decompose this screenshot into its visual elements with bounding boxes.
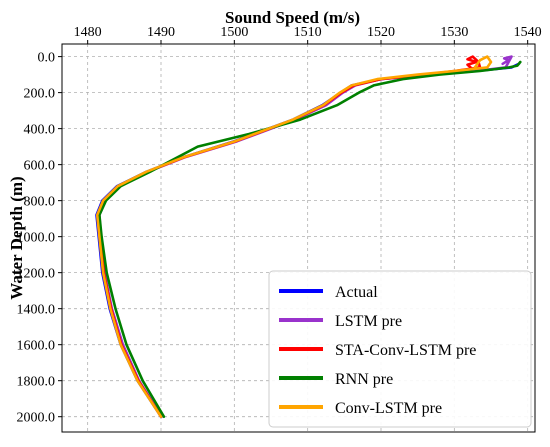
legend: Actual LSTM pre STA-Conv-LSTM pre RNN pre Co… (268, 270, 532, 428)
x-tick-label: 1540 (514, 25, 542, 40)
x-tick-label: 1500 (220, 25, 248, 40)
legend-label: LSTM pre (335, 313, 402, 330)
y-tick-label: 400.0 (24, 123, 56, 138)
y-tick-label: 1800.0 (17, 375, 56, 390)
y-tick-label: 600.0 (24, 159, 56, 174)
series-line-4 (98, 60, 522, 418)
x-axis-title: Sound Speed (m/s) (225, 8, 360, 27)
y-tick-label: 1400.0 (17, 303, 56, 318)
legend-label: Actual (335, 284, 378, 301)
x-tick-label: 1510 (294, 25, 322, 40)
x-tick-label: 1480 (74, 25, 102, 40)
legend-label: STA-Conv-LSTM pre (335, 342, 476, 359)
series-lines (95, 55, 522, 418)
plot-frame (61, 43, 536, 433)
axis-ticks: 1480 1490 1500 1510 1520 1530 1540 0.0 200.0 400.… (17, 25, 542, 426)
legend-label: RNN pre (335, 371, 393, 388)
y-tick-label: 200.0 (24, 87, 56, 102)
y-tick-label: 1200.0 (17, 267, 56, 282)
y-axis-title: Water Depth (m) (7, 176, 26, 299)
x-tick-label: 1520 (367, 25, 395, 40)
series-line-5 (95, 55, 493, 418)
legend-box (268, 270, 532, 428)
y-tick-label: 800.0 (24, 195, 56, 210)
x-tick-label: 1530 (440, 25, 468, 40)
x-tick-label: 1490 (147, 25, 175, 40)
y-tick-label: 1600.0 (17, 339, 56, 354)
legend-label: Conv-LSTM pre (335, 400, 442, 417)
y-tick-label: 2000.0 (17, 411, 56, 426)
grid-lines (62, 44, 535, 432)
y-tick-label: 1000.0 (17, 231, 56, 246)
y-tick-label: 0.0 (38, 51, 56, 66)
